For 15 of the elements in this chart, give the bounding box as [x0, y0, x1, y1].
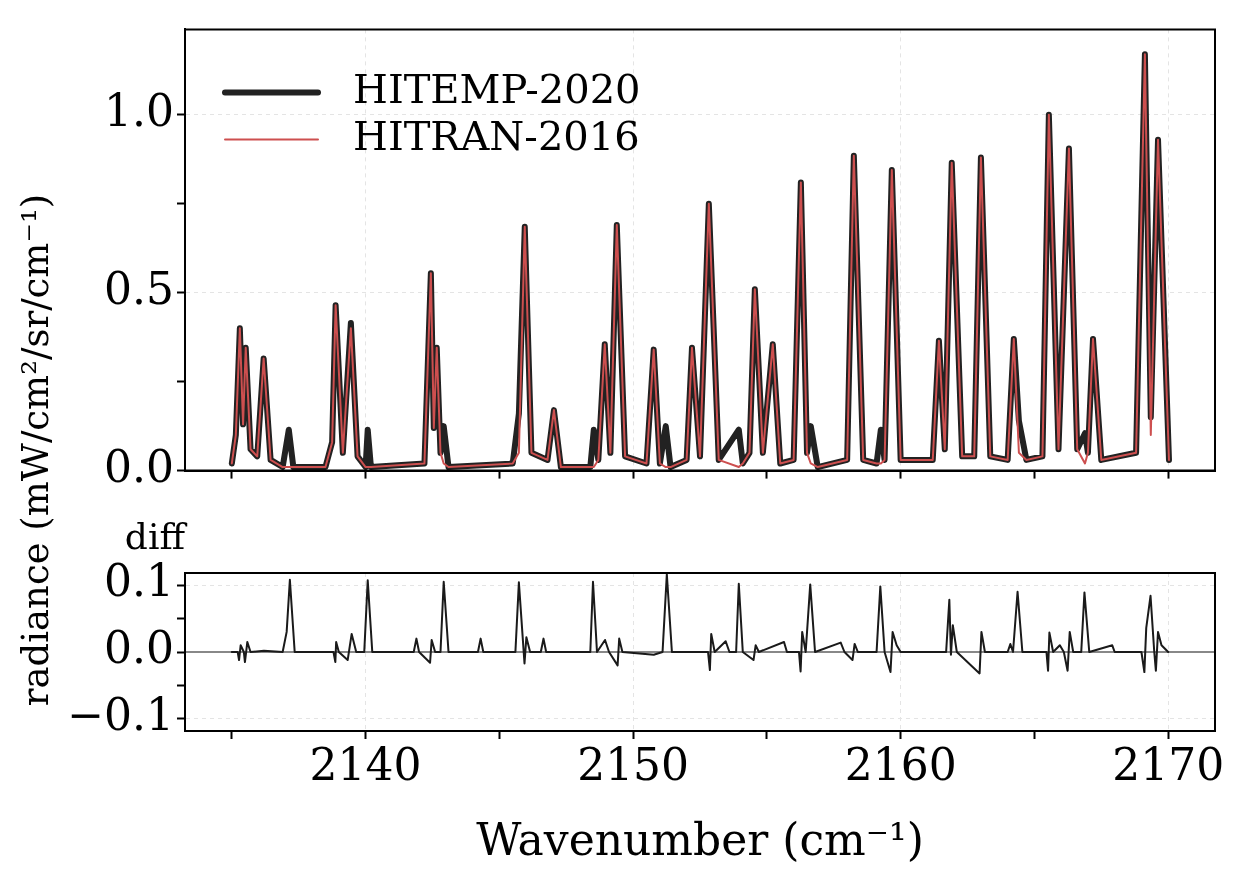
x-tick-label: 2140: [309, 738, 422, 790]
y-tick-label: 1.0: [104, 85, 174, 137]
y-tick-label: 0.0: [104, 441, 174, 493]
x-axis-title: Wavenumber (cm⁻¹): [476, 814, 924, 866]
y-tick-label: −0.1: [67, 689, 174, 741]
legend-label: HITEMP-2020: [353, 65, 641, 112]
x-tick-label: 2150: [577, 738, 690, 790]
y-axis-title: radiance (mW/cm²/sr/cm⁻¹): [13, 193, 57, 707]
y-tick-label: 0.1: [104, 555, 174, 607]
legend-label: HITRAN-2016: [353, 112, 640, 159]
x-tick-label: 2160: [844, 738, 957, 790]
y-tick-label: 0.0: [104, 622, 174, 674]
y-tick-label: 0.5: [104, 263, 174, 315]
y-axis-title: diff: [124, 516, 188, 558]
x-tick-label: 2170: [1112, 738, 1225, 790]
